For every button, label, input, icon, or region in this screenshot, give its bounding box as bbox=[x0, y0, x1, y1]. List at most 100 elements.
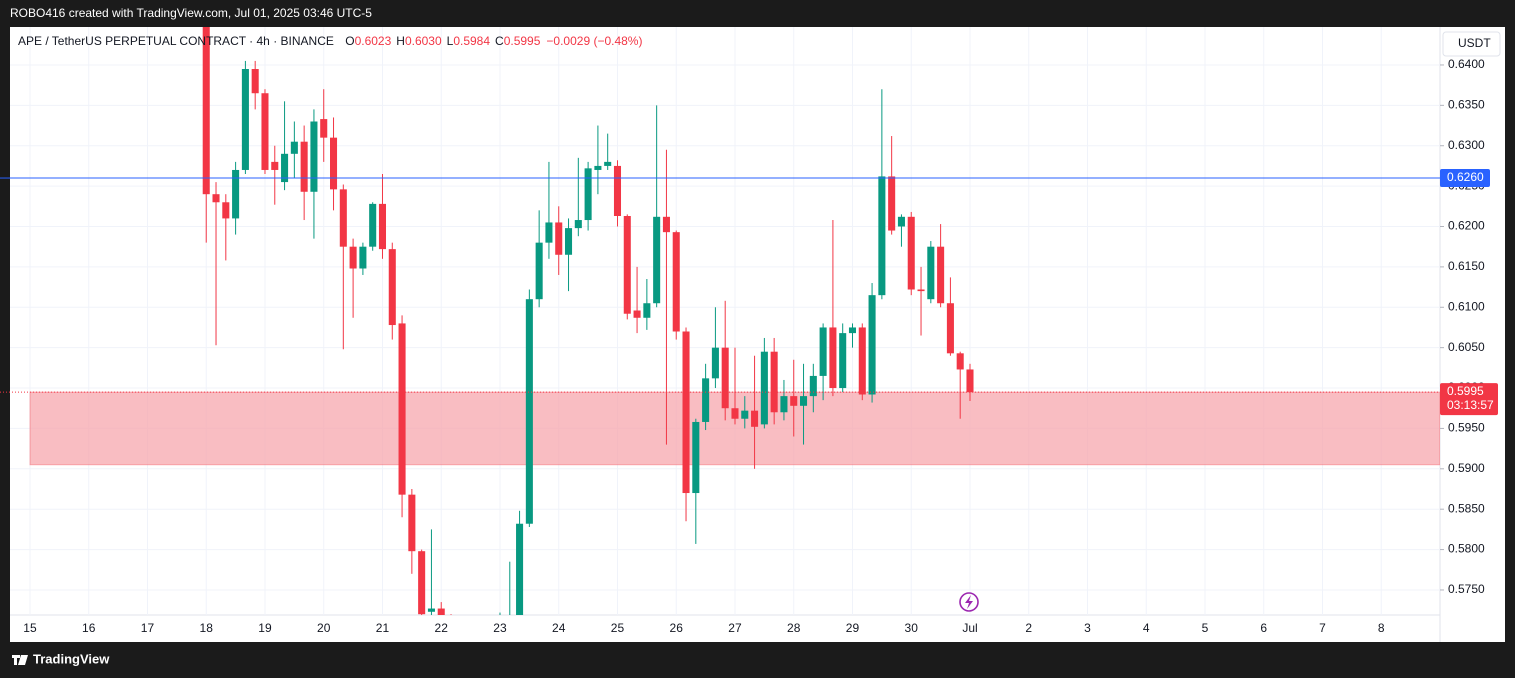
candle-body bbox=[819, 327, 827, 376]
logo bbox=[12, 655, 28, 665]
plot bbox=[10, 27, 1440, 615]
y-tick-label: 0.6100 bbox=[1448, 299, 1485, 313]
candle-body bbox=[888, 176, 896, 231]
x-tick-label: 27 bbox=[728, 621, 742, 635]
currency: USDT bbox=[1458, 36, 1491, 50]
candle-body bbox=[378, 203, 387, 250]
candle-body bbox=[848, 327, 857, 334]
legend-value: 0.6023 bbox=[355, 34, 392, 48]
candle-body bbox=[662, 216, 670, 233]
candle-body bbox=[339, 189, 347, 247]
candle-body bbox=[623, 216, 631, 314]
candle-body bbox=[310, 121, 318, 192]
candle-body bbox=[545, 222, 553, 243]
x-tick-label: 6 bbox=[1260, 621, 1267, 635]
x-tick-label: 20 bbox=[317, 621, 331, 635]
y-tick-label: 0.5900 bbox=[1448, 461, 1485, 475]
candle-body bbox=[271, 161, 279, 170]
x-tick-label: 28 bbox=[787, 621, 801, 635]
x-tick-label: 5 bbox=[1202, 621, 1209, 635]
legend-key: C bbox=[495, 34, 504, 48]
candle-body bbox=[212, 194, 220, 203]
candle-body bbox=[555, 222, 563, 255]
x-tick-label: 26 bbox=[670, 621, 684, 635]
candle-body bbox=[868, 295, 876, 395]
candle-body bbox=[613, 165, 622, 216]
event-icon[interactable] bbox=[959, 592, 979, 612]
x-tick-label: 29 bbox=[846, 621, 860, 635]
legend-key: O bbox=[345, 34, 354, 48]
y-tick-label: 0.5950 bbox=[1448, 421, 1485, 435]
candle-body bbox=[653, 216, 661, 304]
candle-body bbox=[290, 141, 298, 154]
candle-body bbox=[839, 333, 847, 389]
y-tick-label: 0.5850 bbox=[1448, 501, 1485, 515]
candle-body bbox=[418, 551, 426, 615]
candle-body bbox=[437, 608, 445, 615]
candle-body bbox=[731, 408, 739, 419]
candle-body bbox=[760, 351, 768, 425]
chart-area bbox=[10, 27, 1505, 642]
candle-body bbox=[261, 93, 269, 170]
y-tick-label: 0.6400 bbox=[1448, 57, 1485, 71]
footer: TradingView bbox=[33, 651, 110, 666]
candle-body bbox=[232, 169, 240, 219]
candle-body bbox=[672, 232, 680, 332]
last-price-box bbox=[1440, 383, 1498, 416]
candle-body bbox=[281, 153, 289, 183]
candle-body bbox=[692, 421, 700, 494]
candle-body bbox=[682, 331, 690, 494]
candle-body bbox=[535, 242, 543, 300]
x-tick-label: 3 bbox=[1084, 621, 1091, 635]
candle-body bbox=[320, 119, 328, 138]
candle-body bbox=[241, 69, 249, 170]
axes: 15 16 17 18 19 20 21 22 23 24 25 26 27 28 29 30 Jul 2 3 4 5 6… bbox=[23, 57, 1498, 635]
candle-body bbox=[251, 69, 259, 94]
candle-body bbox=[790, 396, 798, 406]
candle-body bbox=[956, 353, 964, 370]
y-tick-label: 0.5800 bbox=[1448, 542, 1485, 556]
candle-body bbox=[574, 220, 582, 229]
candle-body bbox=[388, 249, 396, 326]
y-tick-label: 0.6150 bbox=[1448, 259, 1485, 273]
candle-body bbox=[829, 327, 837, 389]
candle-body bbox=[751, 410, 759, 427]
candle-body bbox=[702, 378, 710, 422]
countdown: 03:13:57 bbox=[1447, 398, 1494, 412]
candle-body bbox=[917, 289, 925, 292]
x-tick-label: 25 bbox=[611, 621, 625, 635]
x-tick-label: 7 bbox=[1319, 621, 1326, 635]
x-tick-label: 22 bbox=[435, 621, 449, 635]
y-tick-label: 0.6300 bbox=[1448, 138, 1485, 152]
candle-body bbox=[516, 523, 524, 615]
header: ROBO416 created with TradingView.com, Ju… bbox=[10, 6, 372, 20]
x-tick-label: 8 bbox=[1378, 621, 1385, 635]
y-tick-label: 0.6050 bbox=[1448, 340, 1485, 354]
candle-body bbox=[809, 375, 817, 397]
x-tick-label: 16 bbox=[82, 621, 96, 635]
y-tick-label: 0.6350 bbox=[1448, 98, 1485, 112]
candle-body bbox=[359, 246, 367, 269]
legend-value: 0.6030 bbox=[405, 34, 442, 48]
candle-body bbox=[711, 347, 719, 379]
candle-body bbox=[800, 396, 808, 406]
candle-body bbox=[907, 216, 915, 290]
symbol: APE / TetherUS PERPETUAL CONTRACT · 4h ·… bbox=[18, 34, 334, 48]
x-tick-label: 17 bbox=[141, 621, 155, 635]
candle-body bbox=[398, 323, 406, 495]
candle-body bbox=[594, 165, 602, 170]
hline-label-box bbox=[1440, 169, 1490, 188]
candle-body bbox=[966, 369, 974, 393]
y-tick-label: 0.5750 bbox=[1448, 582, 1485, 596]
candle-body bbox=[927, 246, 935, 300]
legend-key: H bbox=[396, 34, 405, 48]
candle-body bbox=[780, 396, 788, 413]
event-bolt bbox=[965, 595, 973, 609]
x-tick-label: 4 bbox=[1143, 621, 1150, 635]
candle-body bbox=[897, 216, 905, 227]
currency-box[interactable] bbox=[1442, 31, 1501, 57]
candle-body bbox=[300, 141, 308, 192]
x-tick-label: 21 bbox=[376, 621, 390, 635]
candle-body bbox=[222, 202, 230, 219]
x-tick-label: Jul bbox=[962, 621, 977, 635]
